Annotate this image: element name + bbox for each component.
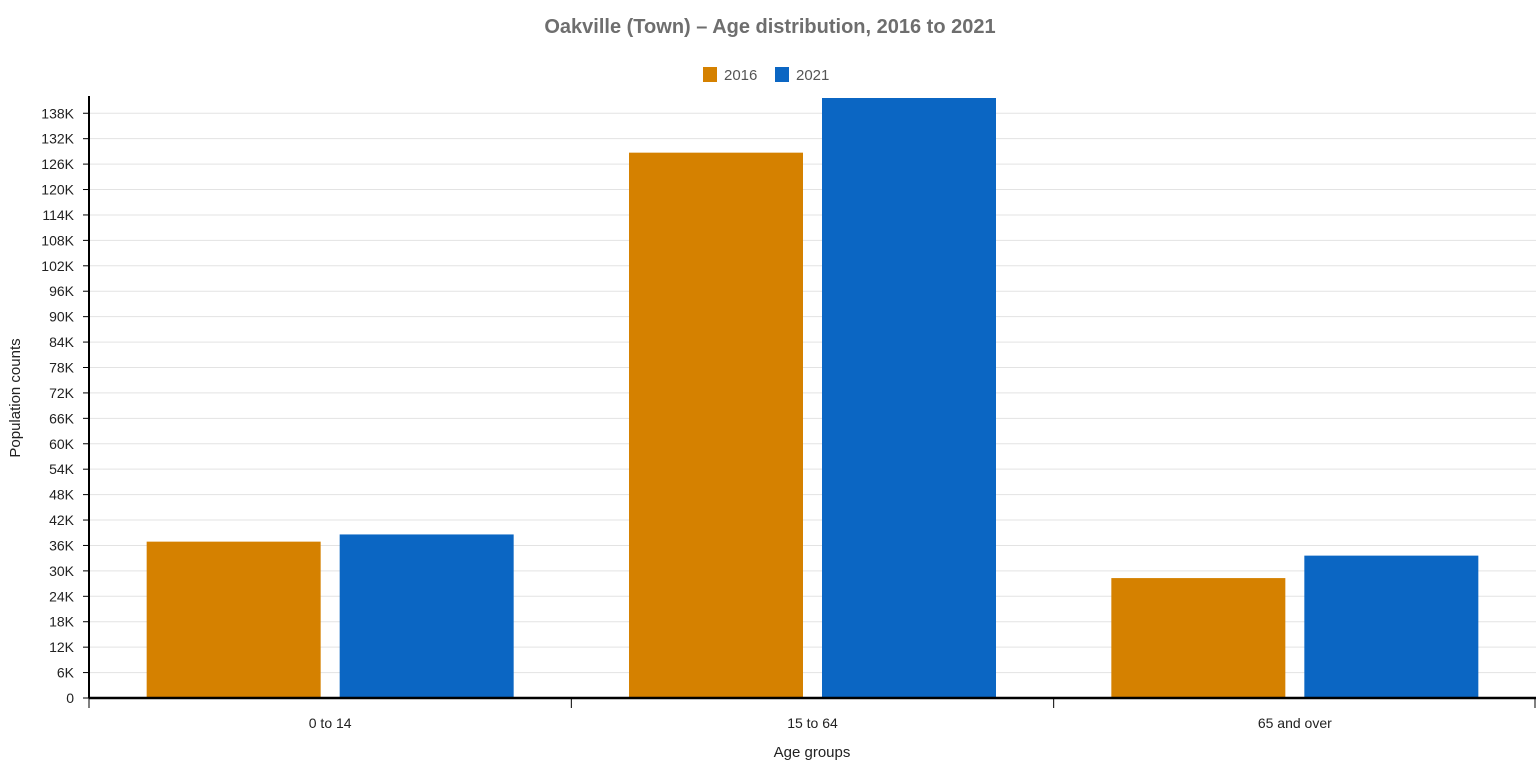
y-tick-label: 48K <box>49 487 75 503</box>
chart-title: Oakville (Town) – Age distribution, 2016… <box>544 16 995 38</box>
bar-2016-65-and-over <box>1111 578 1286 698</box>
y-tick-label: 84K <box>49 334 75 350</box>
y-tick-label: 90K <box>49 309 75 325</box>
legend: 2016 2021 <box>703 67 829 84</box>
gridlines <box>89 112 1536 674</box>
y-tick-label: 66K <box>49 410 75 426</box>
y-tick-label: 6K <box>57 665 75 681</box>
bar-2016-0-to-14 <box>146 541 321 698</box>
x-tick-label: 65 and over <box>1258 715 1332 731</box>
legend-label-2016: 2016 <box>724 67 757 84</box>
x-axis: 0 to 14 15 to 64 65 and over <box>88 696 1536 731</box>
y-tick-label: 78K <box>49 359 75 375</box>
y-tick-label: 138K <box>41 105 74 121</box>
bar-2016-15-to-64 <box>629 152 803 698</box>
y-axis: 0 6K 12K 18K 24K 30K 36K 42K 48K 54K 60K 66K 72K 78K 8… <box>41 96 90 706</box>
y-axis-title: Population counts <box>7 338 24 457</box>
y-tick-label: 60K <box>49 436 75 452</box>
legend-swatch-2021 <box>775 67 789 82</box>
y-tick-label: 132K <box>41 131 74 147</box>
x-tick-label: 0 to 14 <box>309 715 352 731</box>
x-tick-label: 15 to 64 <box>787 715 838 731</box>
y-tick-label: 126K <box>41 156 74 172</box>
bar-2021-15-to-64 <box>822 98 996 698</box>
y-tick-label: 42K <box>49 512 75 528</box>
x-axis-title: Age groups <box>774 744 851 761</box>
y-tick-label: 30K <box>49 563 75 579</box>
y-tick-label: 0 <box>66 690 74 706</box>
bar-2021-65-and-over <box>1304 555 1479 698</box>
y-tick-label: 114K <box>42 207 74 223</box>
y-tick-label: 12K <box>49 639 75 655</box>
y-tick-label: 54K <box>49 461 75 477</box>
bars <box>146 98 1479 698</box>
bar-2021-0-to-14 <box>339 534 514 698</box>
y-tick-label: 120K <box>41 182 74 198</box>
y-tick-label: 108K <box>41 232 74 248</box>
y-tick-label: 24K <box>49 588 75 604</box>
legend-label-2021: 2021 <box>796 67 829 84</box>
y-tick-label: 36K <box>49 537 75 553</box>
y-tick-label: 102K <box>41 258 74 274</box>
y-tick-label: 72K <box>49 385 75 401</box>
y-tick-label: 18K <box>49 614 75 630</box>
y-tick-label: 96K <box>49 283 75 299</box>
legend-swatch-2016 <box>703 67 717 82</box>
